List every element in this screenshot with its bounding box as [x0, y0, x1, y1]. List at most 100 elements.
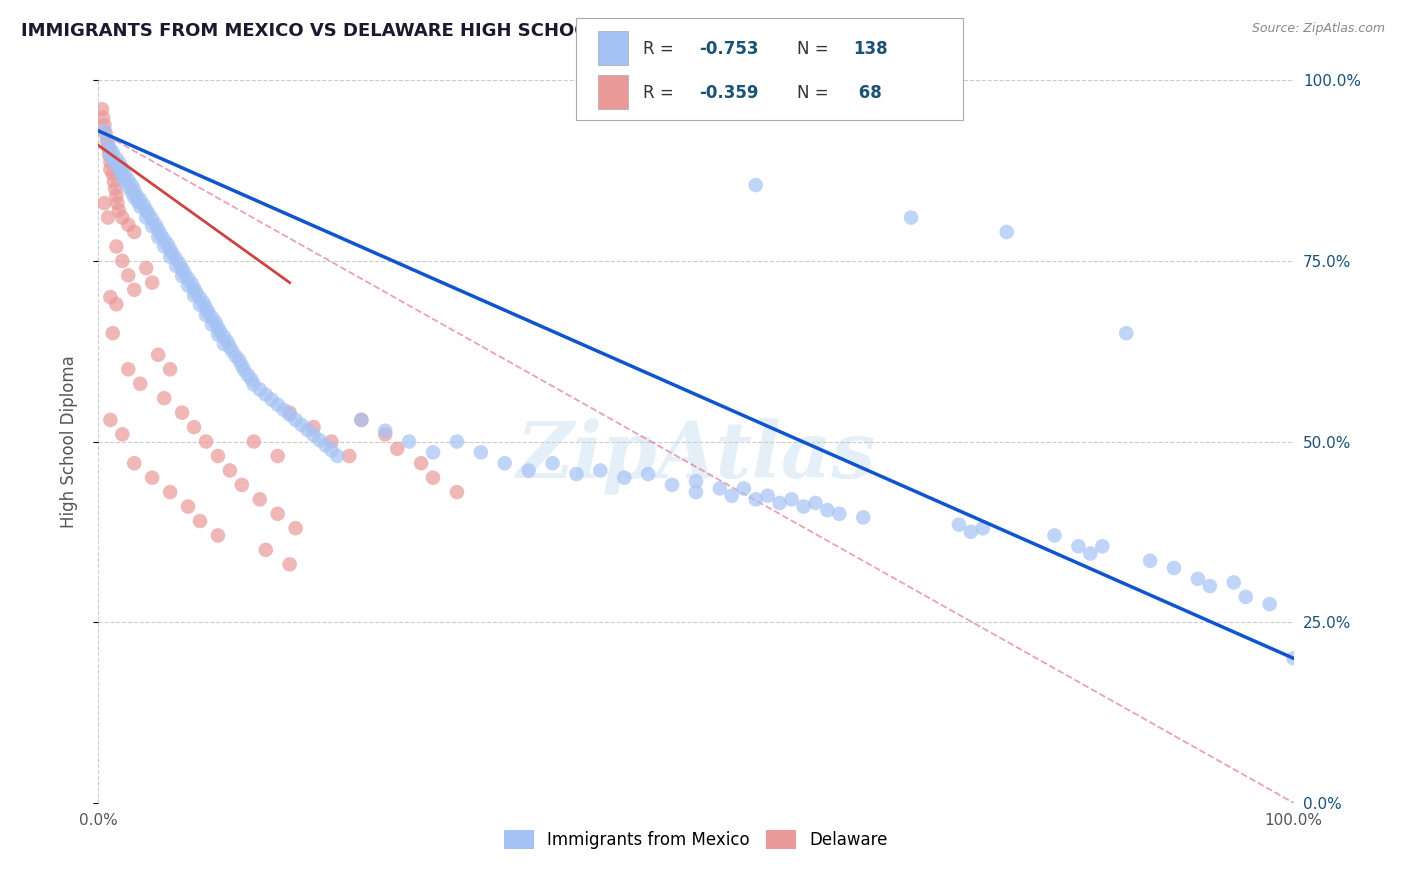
- Point: [207, 528, 229, 542]
- Point: [114, 174, 136, 188]
- Y-axis label: High School Diploma: High School Diploma: [59, 355, 77, 528]
- Point: [98, 290, 122, 304]
- Point: [148, 348, 170, 362]
- Point: [1187, 572, 1209, 586]
- Point: [201, 318, 224, 332]
- Text: ZipAtlas: ZipAtlas: [516, 417, 876, 494]
- Point: [350, 413, 373, 427]
- Point: [141, 212, 163, 227]
- Point: [135, 203, 157, 218]
- Text: -0.359: -0.359: [699, 84, 758, 102]
- Point: [195, 434, 218, 449]
- Point: [207, 327, 229, 342]
- Point: [107, 196, 129, 211]
- Point: [302, 428, 325, 442]
- Text: IMMIGRANTS FROM MEXICO VS DELAWARE HIGH SCHOOL DIPLOMA CORRELATION CHART: IMMIGRANTS FROM MEXICO VS DELAWARE HIGH …: [21, 22, 921, 40]
- Point: [124, 183, 146, 197]
- Point: [188, 298, 211, 312]
- Point: [339, 449, 361, 463]
- Point: [374, 427, 396, 442]
- Point: [149, 227, 172, 242]
- Point: [91, 102, 114, 116]
- Point: [1163, 561, 1185, 575]
- Point: [1115, 326, 1137, 340]
- Point: [302, 420, 325, 434]
- Text: R =: R =: [643, 84, 673, 102]
- Point: [114, 167, 136, 181]
- Point: [193, 295, 215, 310]
- Point: [98, 162, 122, 177]
- Point: [1234, 590, 1257, 604]
- Point: [156, 237, 179, 252]
- Point: [308, 433, 330, 447]
- Point: [101, 153, 124, 167]
- Point: [221, 344, 243, 359]
- Point: [254, 542, 277, 557]
- Point: [1199, 579, 1222, 593]
- Point: [153, 232, 176, 246]
- Point: [201, 310, 224, 325]
- Point: [1091, 539, 1114, 553]
- Text: N =: N =: [797, 39, 828, 57]
- Point: [422, 470, 444, 484]
- Point: [900, 211, 922, 225]
- Point: [225, 349, 247, 363]
- Point: [411, 456, 433, 470]
- Point: [111, 161, 134, 176]
- Point: [108, 156, 131, 170]
- Point: [278, 558, 301, 572]
- Point: [661, 478, 683, 492]
- Point: [111, 253, 134, 268]
- Point: [105, 297, 128, 311]
- Point: [183, 281, 205, 295]
- Point: [350, 413, 373, 427]
- Point: [243, 434, 266, 449]
- Point: [1043, 528, 1066, 542]
- Point: [233, 363, 256, 377]
- Point: [780, 492, 803, 507]
- Point: [104, 182, 127, 196]
- Point: [278, 408, 301, 422]
- Point: [815, 503, 838, 517]
- Point: [446, 434, 468, 449]
- Text: Source: ZipAtlas.com: Source: ZipAtlas.com: [1251, 22, 1385, 36]
- Point: [948, 517, 970, 532]
- Point: [321, 443, 343, 458]
- Text: N =: N =: [797, 84, 828, 102]
- Point: [111, 427, 134, 442]
- Point: [124, 283, 146, 297]
- Point: [254, 387, 277, 401]
- Point: [169, 257, 191, 271]
- Point: [183, 288, 205, 302]
- Point: [494, 456, 516, 470]
- Point: [148, 230, 170, 244]
- Point: [105, 189, 128, 203]
- Point: [852, 510, 875, 524]
- Point: [197, 305, 219, 319]
- Point: [960, 524, 983, 539]
- Point: [159, 362, 181, 376]
- Point: [267, 449, 290, 463]
- Point: [249, 492, 271, 507]
- Point: [132, 198, 155, 212]
- Point: [153, 391, 176, 405]
- Point: [745, 492, 768, 507]
- Point: [1258, 597, 1281, 611]
- Point: [101, 167, 124, 181]
- Point: [98, 413, 122, 427]
- Point: [273, 402, 295, 417]
- Point: [207, 449, 229, 463]
- Point: [117, 173, 139, 187]
- Point: [141, 470, 163, 484]
- Point: [172, 406, 194, 420]
- Point: [207, 320, 229, 334]
- Point: [637, 467, 659, 481]
- Point: [98, 155, 122, 169]
- Point: [162, 246, 184, 260]
- Point: [249, 383, 271, 397]
- Point: [972, 521, 994, 535]
- Point: [141, 219, 163, 234]
- Point: [267, 507, 290, 521]
- Point: [565, 467, 588, 481]
- Point: [177, 278, 200, 293]
